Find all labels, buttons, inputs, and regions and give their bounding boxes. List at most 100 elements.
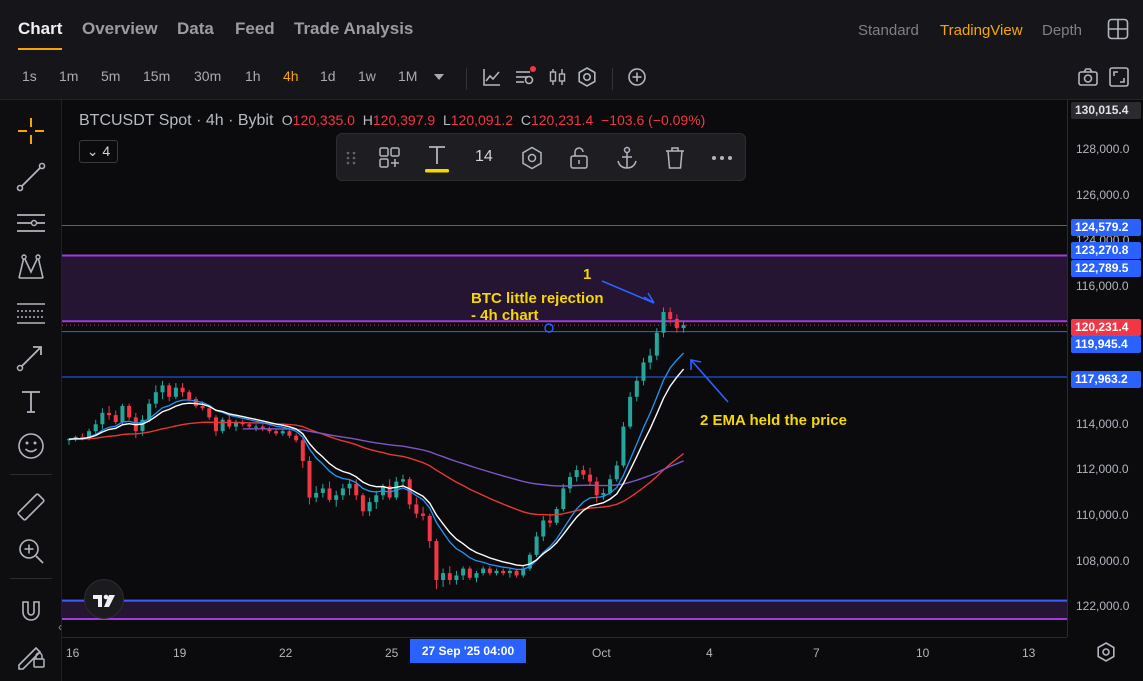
ema-white-line: [68, 368, 685, 567]
pattern-tool-icon[interactable]: [14, 250, 48, 284]
fullscreen-icon[interactable]: [1108, 66, 1130, 88]
ruler-icon[interactable]: [14, 490, 48, 524]
price-chart[interactable]: [62, 100, 1067, 637]
crosshair-icon[interactable]: [14, 114, 48, 148]
collapse-sidebar-icon[interactable]: ‹: [58, 620, 62, 634]
candle-body: [434, 541, 439, 581]
lock-drawings-icon[interactable]: [14, 638, 48, 672]
tradingview-logo[interactable]: [84, 579, 124, 619]
candle-body: [220, 419, 225, 432]
low-label: L: [442, 112, 451, 128]
indicator-templates-icon[interactable]: [514, 66, 536, 88]
candle-body: [280, 431, 285, 434]
candle-body: [294, 435, 299, 441]
tab-chart[interactable]: Chart: [18, 19, 63, 38]
candle-body: [354, 483, 359, 496]
sidebar-divider: [10, 578, 52, 579]
candle-body: [374, 495, 379, 503]
layout-grid-icon[interactable]: [1107, 18, 1129, 40]
fib-retracement-icon[interactable]: [14, 296, 48, 330]
view-tradingview[interactable]: TradingView: [940, 22, 1023, 39]
last-price-label: 120,231.4: [1071, 319, 1141, 336]
anchor-icon[interactable]: [614, 145, 640, 171]
candle-body: [474, 573, 479, 578]
view-standard[interactable]: Standard: [858, 22, 919, 39]
text-tool-icon[interactable]: [14, 384, 48, 418]
indicator-count: 4: [102, 143, 111, 159]
interval-1m[interactable]: 1m: [59, 68, 79, 84]
tab-trade-analysis[interactable]: Trade Analysis: [294, 19, 414, 38]
time-axis[interactable]: 16 19 22 25 Oct 4 7 10 13 27 Sep '25 04:…: [62, 637, 1067, 681]
indicators-toggle[interactable]: ⌄ 4: [79, 140, 118, 163]
price-axis[interactable]: 130,015.4 128,000.0 126,000.0 124,000.0 …: [1067, 100, 1143, 637]
annotation-rejection-title[interactable]: BTC little rejection: [471, 290, 604, 307]
interval-1h[interactable]: 1h: [245, 68, 261, 84]
interval-30m[interactable]: 30m: [194, 68, 222, 84]
font-size[interactable]: 14: [475, 148, 493, 165]
tab-data[interactable]: Data: [177, 19, 214, 38]
view-depth[interactable]: Depth: [1042, 22, 1083, 39]
indicators-chart-icon[interactable]: [481, 66, 503, 88]
horizontal-lines-icon[interactable]: [14, 206, 48, 240]
time-tick: 22: [279, 646, 293, 660]
arrow-tool-icon[interactable]: [14, 340, 48, 374]
ema-purple-line: [242, 428, 684, 487]
candle-body: [608, 479, 613, 493]
candle-body: [140, 419, 145, 432]
candlestick-type-icon[interactable]: [547, 66, 569, 88]
time-tick: 13: [1022, 646, 1036, 660]
camera-icon[interactable]: [1077, 66, 1099, 88]
interval-15m[interactable]: 15m: [143, 68, 171, 84]
axis-settings-icon[interactable]: [1095, 641, 1117, 663]
magnet-icon[interactable]: [14, 594, 48, 628]
candle-body: [574, 470, 579, 477]
add-plus-icon[interactable]: [626, 66, 648, 88]
unlock-icon[interactable]: [566, 145, 592, 171]
candlestick-chart[interactable]: [62, 100, 1067, 637]
candle-body: [327, 488, 332, 500]
candle-body: [73, 436, 78, 440]
price-tick: 116,000.0: [1076, 279, 1129, 293]
text-settings-icon[interactable]: [519, 145, 545, 171]
candle-body: [648, 355, 653, 363]
tab-feed[interactable]: Feed: [235, 19, 275, 38]
tab-overview[interactable]: Overview: [82, 19, 158, 38]
interval-1w[interactable]: 1w: [358, 68, 376, 84]
interval-4h[interactable]: 4h: [283, 68, 299, 84]
zoom-in-icon[interactable]: [14, 534, 48, 568]
annotation-ema[interactable]: 2 EMA held the price: [700, 412, 847, 429]
candle-body: [507, 570, 512, 574]
symbol-name[interactable]: BTCUSDT Spot · 4h · Bybit: [79, 112, 274, 129]
candle-body: [501, 570, 506, 574]
candle-body: [654, 332, 659, 356]
chart-settings-icon[interactable]: [576, 66, 598, 88]
candle-body: [113, 415, 118, 422]
toolbar-divider: [612, 68, 613, 90]
interval-1s[interactable]: 1s: [22, 68, 37, 84]
more-options-icon[interactable]: [709, 145, 735, 171]
add-template-icon[interactable]: [377, 145, 403, 171]
candle-body: [534, 536, 539, 555]
candle-body: [267, 428, 272, 432]
candle-body: [160, 385, 165, 393]
time-tick: 16: [66, 646, 80, 660]
text-color-icon[interactable]: [424, 142, 450, 174]
annotation-one[interactable]: 1: [583, 266, 592, 283]
interval-dropdown-icon[interactable]: [430, 68, 448, 86]
candle-body: [93, 424, 98, 432]
candle-body: [487, 568, 492, 574]
annotation-rejection-subtitle[interactable]: - 4h chart: [471, 307, 539, 324]
candle-body: [247, 424, 252, 427]
level-label: 117,963.2: [1071, 371, 1141, 388]
emoji-icon[interactable]: [14, 429, 48, 463]
interval-1M[interactable]: 1M: [398, 68, 418, 84]
trend-line-icon[interactable]: [14, 160, 48, 194]
candle-body: [601, 492, 606, 496]
interval-5m[interactable]: 5m: [101, 68, 121, 84]
candle-body: [614, 465, 619, 480]
delete-trash-icon[interactable]: [662, 145, 688, 171]
drag-handle-icon[interactable]: [343, 145, 359, 171]
level-label: 123,270.8: [1071, 242, 1141, 259]
interval-1d[interactable]: 1d: [320, 68, 336, 84]
candle-body: [641, 362, 646, 381]
